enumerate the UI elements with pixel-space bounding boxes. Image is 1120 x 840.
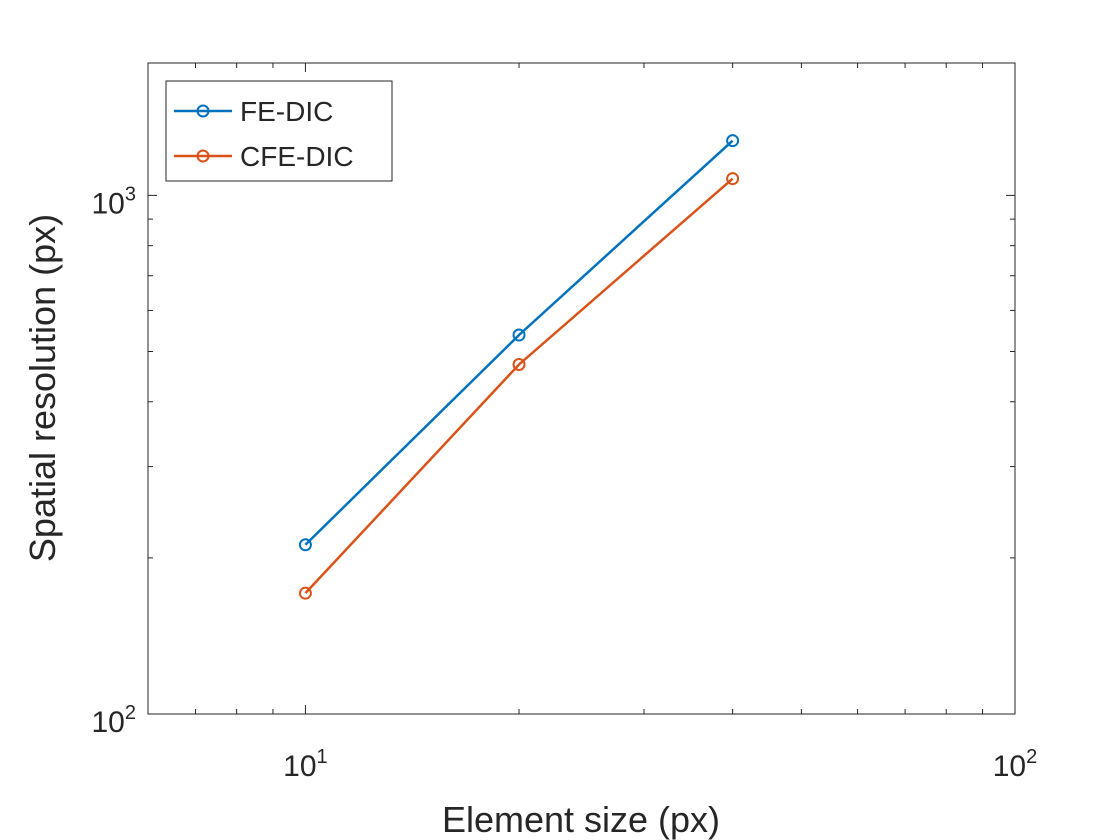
x-axis-title: Element size (px) [442, 799, 720, 840]
y-tick-label-base: 10 [92, 706, 125, 739]
x-tick-label-exponent: 1 [317, 746, 328, 768]
data-point [726, 172, 740, 186]
y-axis-title: Spatial resolution (px) [22, 214, 63, 562]
data-point [298, 586, 312, 600]
y-tick-label: 102 [92, 702, 137, 739]
legend-marker [196, 104, 210, 118]
legend-box [165, 80, 393, 182]
data-point [512, 357, 526, 371]
legend-label: CFE-DIC [240, 141, 354, 172]
x-tick-label-exponent: 2 [1026, 746, 1037, 768]
series-line [304, 139, 734, 546]
axis-ticks [147, 63, 1016, 715]
legend: FE-DIC CFE-DIC [165, 80, 393, 182]
series-line [304, 177, 734, 595]
data-point [298, 538, 312, 552]
legend-label: FE-DIC [240, 96, 333, 127]
x-tick-label-base: 10 [283, 750, 316, 783]
y-tick-label-base: 10 [92, 187, 125, 220]
x-tick-label: 102 [993, 746, 1038, 783]
plot-frame [147, 62, 1016, 715]
x-tick-label: 101 [283, 746, 328, 783]
data-point [726, 134, 740, 148]
series-layer [298, 134, 740, 600]
y-tick-label: 103 [92, 183, 137, 220]
data-point [512, 328, 526, 342]
legend-marker [196, 149, 210, 163]
x-tick-label-base: 10 [993, 750, 1026, 783]
y-tick-label-exponent: 3 [125, 183, 136, 205]
x-tick-labels: 101 102 [283, 746, 1037, 783]
y-tick-label-exponent: 2 [125, 702, 136, 724]
